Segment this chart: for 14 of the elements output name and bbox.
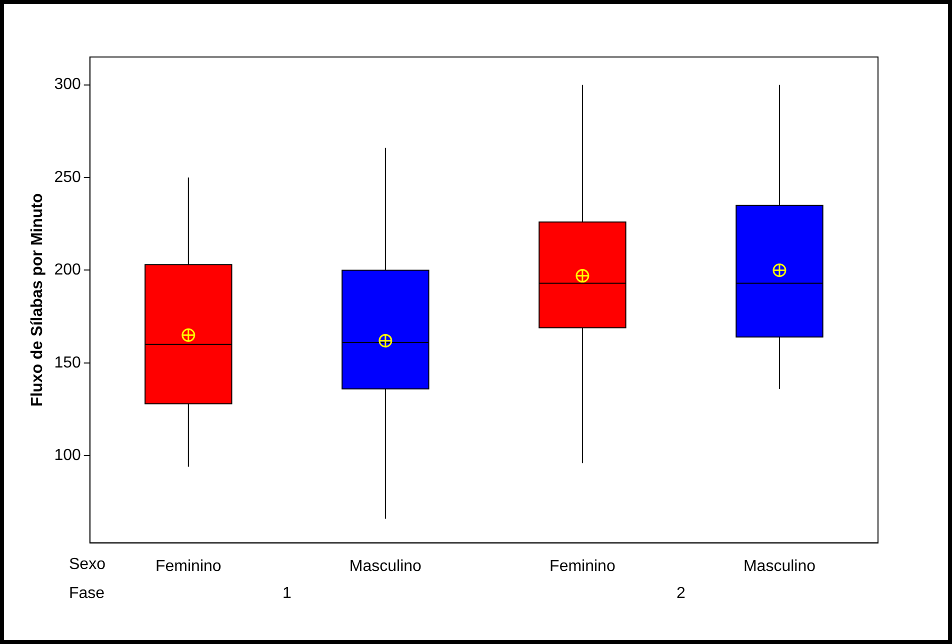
text: Sexo — [69, 556, 106, 574]
x-tick-label: Masculino — [743, 558, 816, 575]
x-tick-label: Feminino — [156, 558, 222, 575]
x-tick-label: Feminino — [550, 558, 616, 575]
x-tick-label: Masculino — [349, 558, 422, 575]
y-tick-label: 100 — [54, 447, 81, 464]
text: Fase — [69, 585, 105, 602]
y-tick-label: 250 — [54, 168, 81, 186]
text: 1 — [282, 585, 292, 602]
y-tick-label: 200 — [54, 262, 81, 279]
text: 2 — [676, 585, 686, 602]
y-tick-label: 150 — [54, 354, 81, 372]
y-axis-title: Fluxo de Sílabas por Minuto — [29, 193, 46, 407]
y-tick-label: 300 — [54, 76, 81, 94]
